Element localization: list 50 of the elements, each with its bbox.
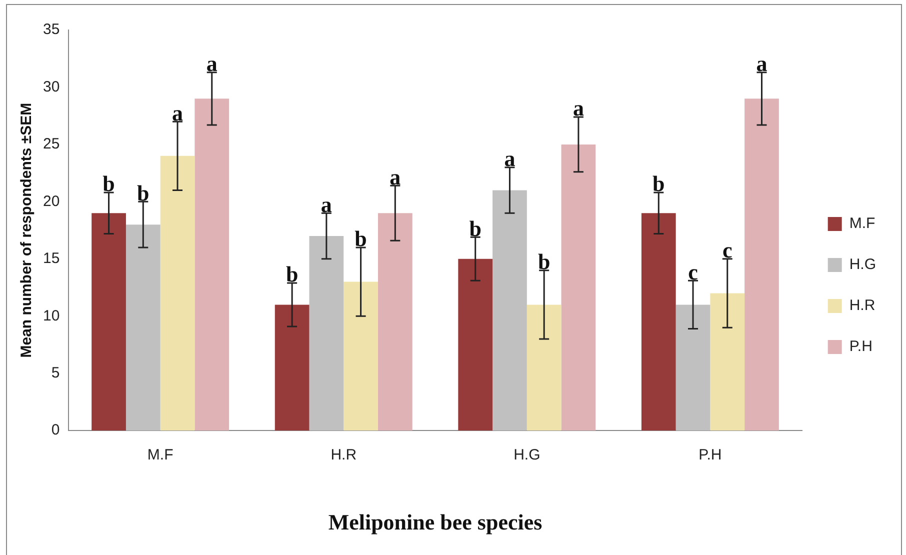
y-tick-label: 35 <box>42 21 60 38</box>
data-label: a <box>572 96 584 121</box>
data-label: c <box>722 238 732 263</box>
x-tick-label: P.H <box>698 446 722 464</box>
legend-label: M.F <box>849 215 876 232</box>
y-tick-label: 5 <box>51 364 60 382</box>
bar <box>309 236 344 431</box>
bar <box>92 213 126 431</box>
data-label: b <box>137 180 150 206</box>
bar <box>160 156 195 431</box>
x-tick-label: M.F <box>147 446 174 464</box>
data-label: c <box>688 259 698 284</box>
data-label: a <box>504 146 516 172</box>
y-tick-label: 25 <box>42 136 60 153</box>
bar <box>492 190 527 431</box>
bar <box>274 304 310 431</box>
x-tick-label: H.R <box>330 446 357 464</box>
data-label: b <box>652 171 665 196</box>
y-tick-label: 0 <box>51 422 60 439</box>
data-label: b <box>354 226 367 252</box>
bar <box>744 98 779 431</box>
y-tick-label: 30 <box>42 78 60 96</box>
y-axis-title: Mean number of respondents ±SEM <box>18 102 36 358</box>
bar <box>526 304 562 431</box>
data-label: b <box>469 216 482 241</box>
legend-label: H.G <box>849 256 876 274</box>
legend-label: P.H <box>849 338 872 356</box>
bar <box>710 293 745 431</box>
y-tick-label: 20 <box>42 192 60 210</box>
y-tick-label: 15 <box>42 250 60 268</box>
bar <box>641 213 676 431</box>
data-label: a <box>172 100 184 126</box>
data-label: b <box>538 249 550 274</box>
bar <box>561 144 596 431</box>
bar <box>126 224 160 431</box>
data-label: a <box>756 51 768 76</box>
data-label: a <box>320 192 332 217</box>
bar <box>344 282 378 431</box>
bar <box>378 213 412 431</box>
data-label: b <box>102 171 115 196</box>
bar <box>458 258 493 431</box>
legend-label: H.R <box>849 297 876 314</box>
data-label: b <box>286 262 298 287</box>
data-label: a <box>206 51 218 76</box>
x-tick-label: H.G <box>514 446 540 464</box>
y-tick-label: 10 <box>42 307 60 324</box>
bar <box>194 98 230 431</box>
data-label: a <box>390 164 401 190</box>
x-axis-title: Meliponine bee species <box>328 509 543 534</box>
bar <box>676 304 710 431</box>
